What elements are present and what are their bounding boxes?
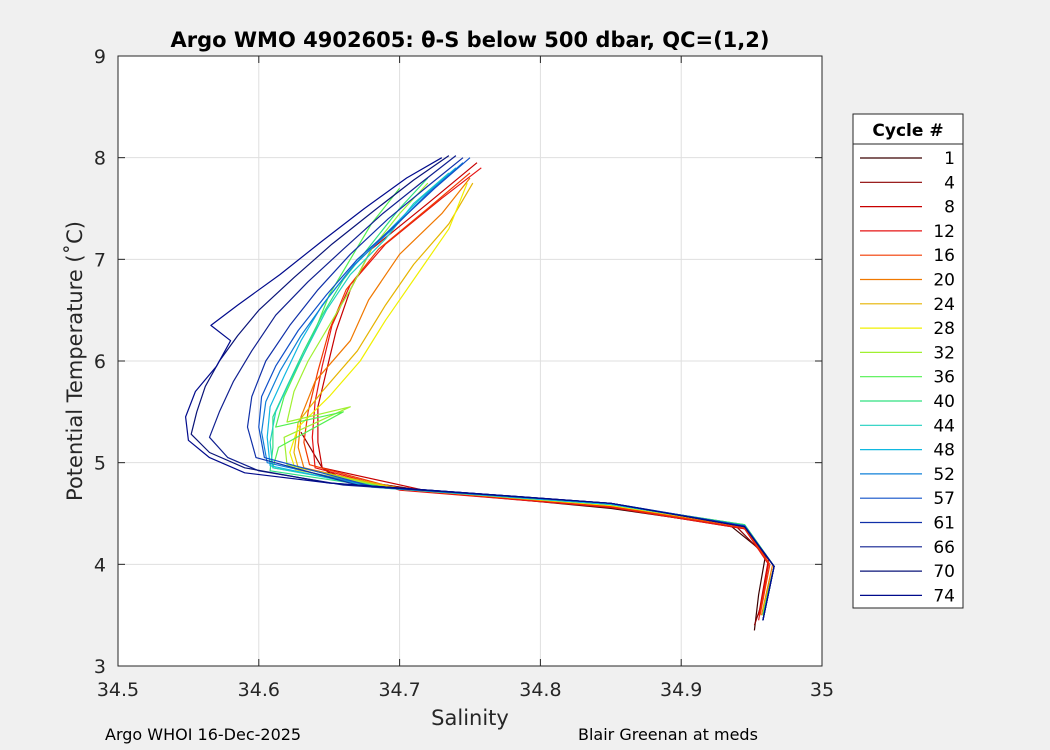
y-tick-label: 6 <box>94 351 106 373</box>
x-tick-label: 35 <box>810 679 834 701</box>
y-axis-label: Potential Temperature (˚C) <box>63 221 87 501</box>
grid <box>118 56 822 666</box>
x-tick-label: 34.7 <box>378 679 420 701</box>
legend-label: 12 <box>933 222 955 242</box>
legend-label: 66 <box>933 538 955 558</box>
legend-label: 74 <box>933 586 955 606</box>
legend-label: 44 <box>933 416 955 436</box>
legend-label: 40 <box>933 392 955 412</box>
x-axis-ticks: 34.5 34.6 34.7 34.8 34.9 35 <box>97 56 834 701</box>
series-group <box>185 155 775 631</box>
legend-label: 20 <box>933 271 955 291</box>
legend-label: 16 <box>933 246 955 266</box>
legend-label: 4 <box>944 173 955 193</box>
chart-title: Argo WMO 4902605: θ-S below 500 dbar, QC… <box>171 28 770 52</box>
y-tick-label: 7 <box>94 249 106 271</box>
series-line-cycle-12 <box>311 167 770 621</box>
legend-label: 1 <box>944 149 955 169</box>
x-tick-label: 34.9 <box>660 679 702 701</box>
legend-label: 70 <box>933 562 955 582</box>
legend-label: 48 <box>933 441 955 461</box>
legend-box <box>852 113 964 609</box>
legend-label: 61 <box>933 514 955 534</box>
legend-label: 8 <box>944 198 955 218</box>
series-line-cycle-74 <box>185 157 775 621</box>
y-axis-ticks: 3 4 5 6 7 8 9 <box>94 46 822 678</box>
y-tick-label: 9 <box>94 46 106 68</box>
legend-title: Cycle # <box>872 121 943 141</box>
legend-label: 57 <box>933 489 955 509</box>
y-tick-label: 4 <box>94 554 106 576</box>
x-axis-label: Salinity <box>431 706 509 730</box>
x-tick-label: 34.8 <box>519 679 561 701</box>
x-tick-label: 34.5 <box>97 679 139 701</box>
legend: Cycle # 14812162024283236404448525761667… <box>852 113 964 609</box>
legend-label: 32 <box>933 343 955 363</box>
y-tick-label: 3 <box>94 656 106 678</box>
y-tick-label: 8 <box>94 148 106 170</box>
legend-label: 52 <box>933 465 955 485</box>
footer-right: Blair Greenan at meds <box>578 725 758 744</box>
legend-label: 24 <box>933 295 955 315</box>
legend-label: 36 <box>933 368 955 388</box>
y-tick-label: 5 <box>94 453 106 475</box>
footer-left: Argo WHOI 16-Dec-2025 <box>105 725 302 744</box>
legend-label: 28 <box>933 319 955 339</box>
series-line-cycle-57 <box>258 157 775 621</box>
x-tick-label: 34.6 <box>238 679 280 701</box>
